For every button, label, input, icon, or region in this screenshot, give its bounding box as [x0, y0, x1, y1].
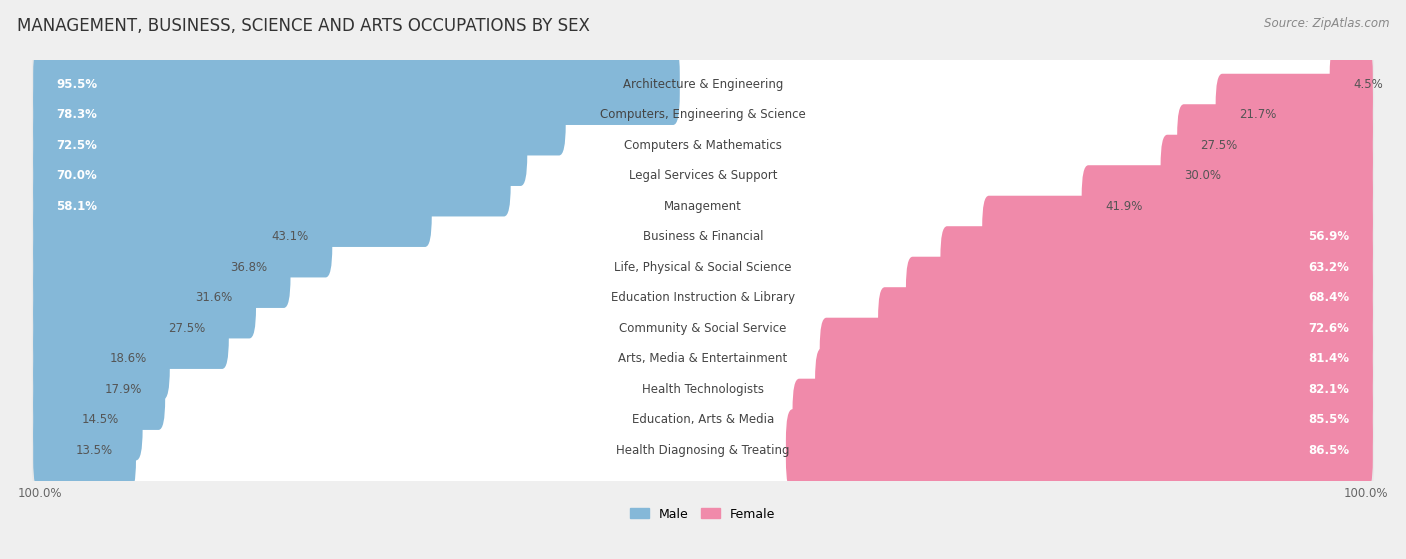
- FancyBboxPatch shape: [1160, 135, 1372, 216]
- Text: 72.5%: 72.5%: [56, 139, 97, 151]
- Text: 56.9%: 56.9%: [1309, 230, 1350, 243]
- FancyBboxPatch shape: [46, 257, 1360, 338]
- Text: Arts, Media & Entertainment: Arts, Media & Entertainment: [619, 352, 787, 365]
- Text: Source: ZipAtlas.com: Source: ZipAtlas.com: [1264, 17, 1389, 30]
- FancyBboxPatch shape: [46, 104, 1360, 186]
- FancyBboxPatch shape: [32, 34, 1374, 135]
- Text: Architecture & Engineering: Architecture & Engineering: [623, 78, 783, 91]
- FancyBboxPatch shape: [879, 287, 1372, 369]
- FancyBboxPatch shape: [46, 348, 1360, 430]
- FancyBboxPatch shape: [820, 318, 1372, 400]
- FancyBboxPatch shape: [34, 287, 229, 369]
- FancyBboxPatch shape: [32, 400, 1374, 501]
- FancyBboxPatch shape: [34, 257, 256, 338]
- FancyBboxPatch shape: [46, 318, 1360, 400]
- Text: 81.4%: 81.4%: [1309, 352, 1350, 365]
- FancyBboxPatch shape: [1216, 74, 1372, 155]
- FancyBboxPatch shape: [793, 378, 1372, 461]
- FancyBboxPatch shape: [34, 318, 170, 400]
- FancyBboxPatch shape: [32, 369, 1374, 470]
- Text: Health Technologists: Health Technologists: [643, 382, 763, 396]
- FancyBboxPatch shape: [32, 216, 1374, 318]
- FancyBboxPatch shape: [32, 308, 1374, 409]
- FancyBboxPatch shape: [32, 186, 1374, 287]
- Text: 70.0%: 70.0%: [56, 169, 97, 182]
- Legend: Male, Female: Male, Female: [630, 508, 776, 520]
- FancyBboxPatch shape: [46, 135, 1360, 216]
- FancyBboxPatch shape: [815, 348, 1372, 430]
- FancyBboxPatch shape: [32, 64, 1374, 165]
- Text: Community & Social Service: Community & Social Service: [619, 321, 787, 335]
- Text: Education Instruction & Library: Education Instruction & Library: [612, 291, 794, 304]
- Text: Life, Physical & Social Science: Life, Physical & Social Science: [614, 260, 792, 273]
- FancyBboxPatch shape: [32, 125, 1374, 226]
- Text: MANAGEMENT, BUSINESS, SCIENCE AND ARTS OCCUPATIONS BY SEX: MANAGEMENT, BUSINESS, SCIENCE AND ARTS O…: [17, 17, 589, 35]
- FancyBboxPatch shape: [786, 409, 1372, 491]
- Text: Management: Management: [664, 200, 742, 212]
- Text: Health Diagnosing & Treating: Health Diagnosing & Treating: [616, 443, 790, 457]
- Text: 86.5%: 86.5%: [1309, 443, 1350, 457]
- FancyBboxPatch shape: [34, 165, 432, 247]
- Text: 63.2%: 63.2%: [1309, 260, 1350, 273]
- Text: 17.9%: 17.9%: [104, 382, 142, 396]
- Text: 68.4%: 68.4%: [1309, 291, 1350, 304]
- FancyBboxPatch shape: [34, 348, 165, 430]
- FancyBboxPatch shape: [34, 409, 136, 491]
- FancyBboxPatch shape: [34, 378, 142, 461]
- Text: 58.1%: 58.1%: [56, 200, 97, 212]
- FancyBboxPatch shape: [32, 155, 1374, 257]
- Text: Business & Financial: Business & Financial: [643, 230, 763, 243]
- Text: 31.6%: 31.6%: [195, 291, 233, 304]
- FancyBboxPatch shape: [34, 74, 565, 155]
- Text: 41.9%: 41.9%: [1105, 200, 1142, 212]
- FancyBboxPatch shape: [46, 287, 1360, 369]
- Text: 30.0%: 30.0%: [1184, 169, 1220, 182]
- FancyBboxPatch shape: [1177, 104, 1372, 186]
- Text: Education, Arts & Media: Education, Arts & Media: [631, 413, 775, 426]
- Text: 36.8%: 36.8%: [231, 260, 267, 273]
- Text: 82.1%: 82.1%: [1309, 382, 1350, 396]
- Text: 43.1%: 43.1%: [271, 230, 309, 243]
- FancyBboxPatch shape: [32, 247, 1374, 348]
- Text: Computers & Mathematics: Computers & Mathematics: [624, 139, 782, 151]
- FancyBboxPatch shape: [46, 196, 1360, 277]
- FancyBboxPatch shape: [46, 378, 1360, 461]
- FancyBboxPatch shape: [34, 226, 291, 308]
- FancyBboxPatch shape: [34, 196, 332, 277]
- Text: Computers, Engineering & Science: Computers, Engineering & Science: [600, 108, 806, 121]
- FancyBboxPatch shape: [941, 226, 1372, 308]
- Text: 18.6%: 18.6%: [110, 352, 146, 365]
- FancyBboxPatch shape: [46, 165, 1360, 247]
- Text: 85.5%: 85.5%: [1309, 413, 1350, 426]
- Text: 95.5%: 95.5%: [56, 78, 97, 91]
- FancyBboxPatch shape: [32, 338, 1374, 440]
- Text: 13.5%: 13.5%: [76, 443, 112, 457]
- FancyBboxPatch shape: [46, 409, 1360, 491]
- Text: 4.5%: 4.5%: [1353, 78, 1382, 91]
- FancyBboxPatch shape: [1081, 165, 1372, 247]
- FancyBboxPatch shape: [46, 226, 1360, 308]
- FancyBboxPatch shape: [32, 277, 1374, 378]
- Text: Legal Services & Support: Legal Services & Support: [628, 169, 778, 182]
- FancyBboxPatch shape: [46, 74, 1360, 155]
- FancyBboxPatch shape: [1330, 43, 1372, 125]
- Text: 78.3%: 78.3%: [56, 108, 97, 121]
- FancyBboxPatch shape: [34, 135, 510, 216]
- FancyBboxPatch shape: [34, 104, 527, 186]
- FancyBboxPatch shape: [46, 43, 1360, 125]
- Text: 27.5%: 27.5%: [1201, 139, 1237, 151]
- FancyBboxPatch shape: [32, 94, 1374, 196]
- FancyBboxPatch shape: [905, 257, 1372, 338]
- Text: 14.5%: 14.5%: [82, 413, 120, 426]
- Text: 21.7%: 21.7%: [1239, 108, 1277, 121]
- FancyBboxPatch shape: [34, 43, 679, 125]
- Text: 27.5%: 27.5%: [169, 321, 205, 335]
- FancyBboxPatch shape: [983, 196, 1372, 277]
- Text: 72.6%: 72.6%: [1309, 321, 1350, 335]
